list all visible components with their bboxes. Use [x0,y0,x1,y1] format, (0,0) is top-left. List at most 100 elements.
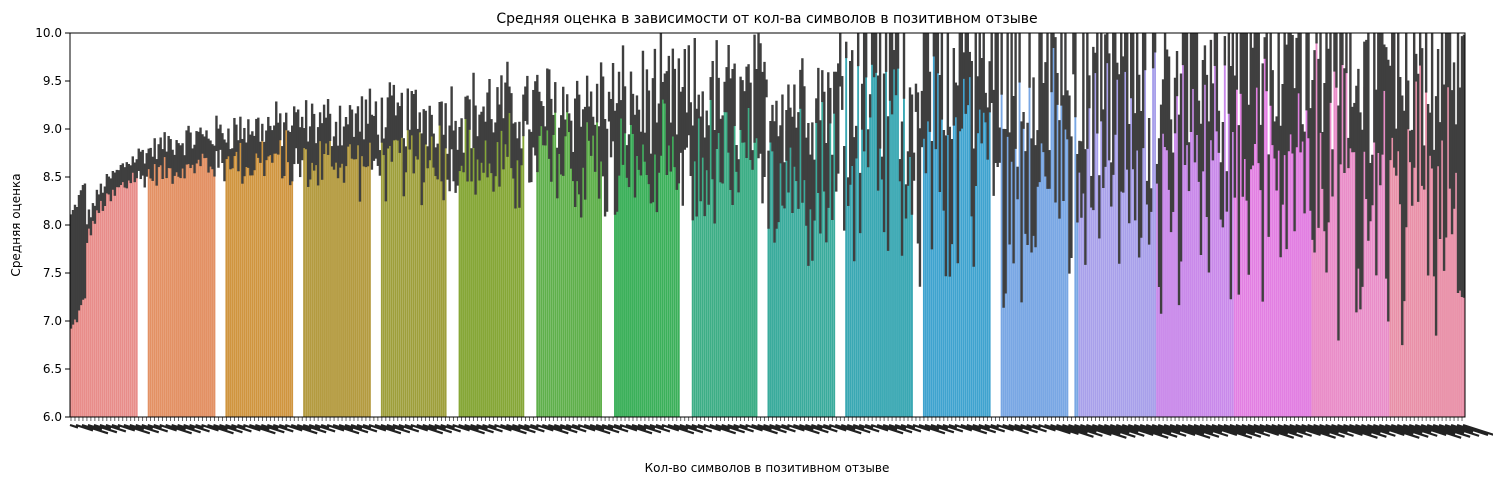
y-tick-label: 9.5 [43,74,62,88]
bar [586,94,589,417]
bar [392,107,395,417]
x-tick-label-smear [1199,423,1223,434]
bar [753,79,756,418]
bar [486,127,489,417]
x-tick-label-smear [583,423,611,435]
bar [1199,177,1202,417]
y-tick-label: 6.0 [43,410,62,424]
bar [1174,100,1176,418]
bar [540,111,543,418]
x-tick-label-smear [1086,423,1127,439]
bar [616,147,618,418]
bar [982,43,985,418]
x-tick-label-smear [416,423,444,435]
bar [406,105,409,418]
bar [329,125,331,417]
bar [1455,144,1457,417]
bar [163,142,166,418]
bar [755,97,758,418]
x-tick-label-smear [1456,423,1489,436]
bar [665,113,668,417]
x-tick-label-smear [219,423,243,434]
bar [331,154,333,417]
x-tick-label-smear [1187,423,1214,435]
bar [1417,126,1420,417]
bar [1295,82,1298,417]
bar [745,104,748,417]
x-tick-label-smear [1331,423,1363,436]
bar [1002,202,1005,417]
bar [1449,33,1451,417]
x-tick-label-smear [727,423,739,430]
y-tick-label: 9.0 [43,122,62,136]
bar [661,89,664,418]
bar [87,217,90,417]
bar [514,157,517,417]
x-tick-label-smear [1420,423,1462,439]
bar [1022,118,1025,418]
bar [358,160,361,418]
bar [1203,61,1206,418]
bar [398,125,401,417]
bar [777,171,780,417]
x-tick-label-smear [1432,423,1471,438]
x-tick-label-smear [1384,423,1414,436]
bar [865,33,868,417]
bar [410,109,413,417]
bar [691,164,694,417]
bar [1441,33,1443,417]
bar [257,134,260,417]
bar [496,109,499,417]
bar [1327,120,1330,418]
bar [113,182,116,417]
bar [707,157,710,417]
bar [1225,187,1228,417]
bar [624,105,626,418]
bar [349,121,351,417]
bar [1353,123,1356,417]
bar [1134,157,1137,417]
x-tick-label-smear [840,423,856,431]
bar [651,129,654,417]
bar [956,158,959,417]
bar [833,88,836,418]
x-tick-label-smear [452,423,470,432]
bar [946,33,949,417]
x-tick-label-smear [237,423,246,429]
bar [187,141,190,417]
bar [932,33,935,417]
bar [197,143,200,418]
x-tick-label-smear [882,423,898,431]
bar [570,140,573,417]
x-tick-label-smear [117,423,136,432]
bar [1182,38,1184,417]
bar [386,118,389,418]
bar [653,92,656,418]
bar [741,105,744,417]
bar [173,163,176,417]
bar [356,122,359,417]
x-tick-label-smear [177,423,201,434]
bar [1361,194,1364,417]
x-tick-label-smear [1247,423,1280,436]
bar [1056,86,1059,418]
x-tick-label-smear [1438,423,1465,435]
x-tick-label-smear [565,423,587,433]
x-tick-label-smear [852,423,865,430]
x-tick-label-smear [1115,423,1139,434]
bar [1383,63,1386,418]
bar [657,132,660,417]
bar [1389,104,1392,418]
bar [631,110,634,418]
bar [317,151,319,417]
bar [908,116,911,418]
bar [1100,33,1103,417]
x-tick-label-smear [302,423,327,434]
x-tick-label-smear [314,423,336,433]
y-tick-label: 6.5 [43,362,62,376]
x-tick-label-smear [1408,423,1432,434]
bar [1437,97,1439,417]
bar [958,70,961,417]
bar [928,96,931,418]
bar [936,33,939,417]
